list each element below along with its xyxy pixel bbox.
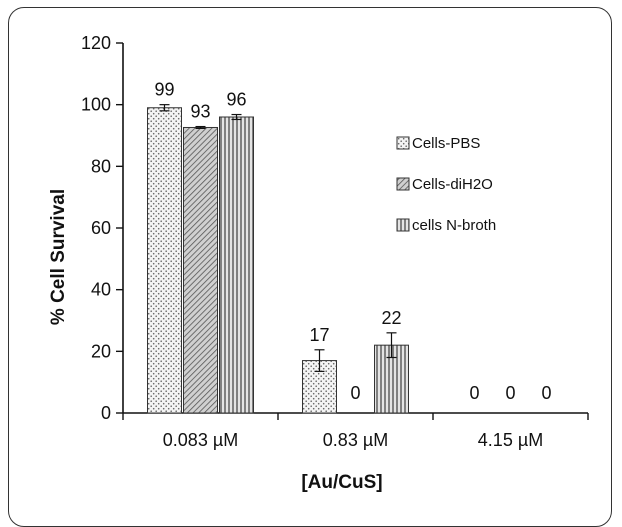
y-tick-label: 40 (91, 280, 111, 300)
data-label: 17 (309, 325, 329, 345)
legend: Cells-PBS Cells-diH2O cells N-broth (396, 135, 496, 234)
data-label: 96 (226, 90, 246, 110)
data-label: 0 (541, 383, 551, 403)
y-tick-label: 0 (101, 403, 111, 423)
x-tick-label: 0.83 µM (323, 430, 388, 450)
x-tick-label: 0.083 µM (163, 430, 238, 450)
legend-swatch (396, 136, 410, 150)
data-label: 99 (154, 80, 174, 100)
data-label: 22 (381, 308, 401, 328)
bar (219, 116, 254, 414)
legend-swatch (396, 218, 410, 232)
x-tick-label: 4.15 µM (478, 430, 543, 450)
y-tick-label: 100 (81, 95, 111, 115)
x-axis-label: [Au/CuS] (301, 472, 382, 493)
y-axis-label: % Cell Survival (48, 189, 69, 325)
y-tick-label: 20 (91, 341, 111, 361)
data-label: 0 (469, 383, 479, 403)
y-tick-label: 120 (81, 33, 111, 53)
plot-area: 0 20 40 60 80 100 120 0.083 µM 0.83 µM 4.15 µM 99 1… (81, 33, 589, 450)
bar (183, 126, 218, 414)
bar (147, 107, 182, 414)
data-label: 93 (190, 102, 210, 122)
data-label: 0 (505, 383, 515, 403)
legend-entry: cells N-broth (412, 217, 496, 234)
legend-swatch (396, 177, 410, 191)
legend-entry: Cells-diH2O (412, 176, 493, 193)
data-label: 0 (350, 383, 360, 403)
legend-entry: Cells-PBS (412, 135, 480, 152)
y-tick-label: 60 (91, 218, 111, 238)
bar-chart: 0 20 40 60 80 100 120 0.083 µM 0.83 µM 4.15 µM 99 1… (48, 33, 589, 493)
y-tick-label: 80 (91, 156, 111, 176)
chart-frame (8, 7, 612, 527)
